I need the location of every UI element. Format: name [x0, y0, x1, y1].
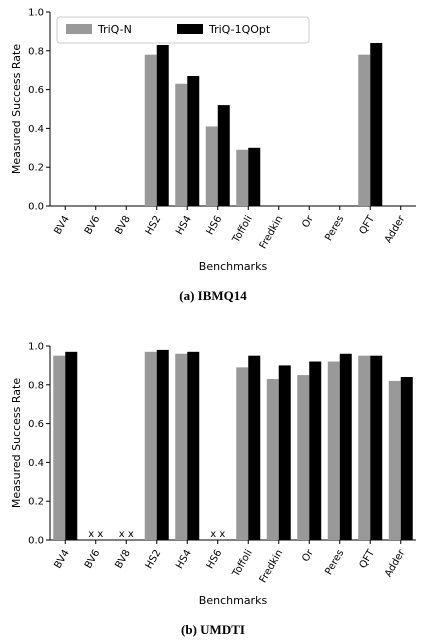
bar-triq-1qopt	[156, 44, 169, 207]
bar-triq-n	[358, 355, 371, 540]
x-tick-label: Adder	[383, 213, 408, 245]
y-tick-label: 1.0	[28, 342, 44, 353]
caption-a: (a) IBMQ14	[179, 288, 247, 303]
bar-triq-1qopt	[309, 361, 322, 540]
y-tick-label: 0.0	[28, 536, 44, 547]
unavailable-marker: x x	[210, 529, 225, 540]
chart-b: 0.0 0.2 0.4 0.6 0.8 1.0 Measured Success Rate B…	[10, 342, 416, 607]
bar-triq-n	[297, 375, 310, 540]
caption-b: (b) UMDTI	[181, 622, 245, 637]
y-axis-label: Measured Success Rate	[10, 44, 23, 174]
bar-triq-1qopt	[278, 365, 291, 540]
bar-triq-1qopt	[65, 351, 78, 540]
bar-triq-n	[53, 355, 66, 540]
bar-triq-n	[144, 54, 157, 207]
unavailable-marker: x x	[88, 529, 103, 540]
bar-triq-n	[358, 54, 371, 207]
x-tick-label: Toffoli	[230, 214, 255, 246]
x-axis-label: Benchmarks	[199, 260, 268, 273]
x-tick-label: Fredkin	[258, 548, 286, 585]
x-tick-label: Peres	[323, 548, 346, 577]
y-tick-label: 0.2	[28, 497, 44, 508]
bar-triq-n	[175, 83, 188, 206]
bar-triq-1qopt	[248, 147, 261, 206]
x-tick-label: Or	[300, 213, 316, 230]
bar-triq-1qopt	[400, 377, 413, 540]
bar-triq-n	[266, 378, 279, 540]
x-tick-label: QFT	[358, 547, 378, 570]
y-tick-label: 0.6	[28, 85, 44, 96]
bar-triq-n	[236, 149, 249, 206]
x-tick-label: BV4	[52, 214, 71, 237]
legend: TriQ-N TriQ-1QOpt	[56, 16, 310, 44]
bar-triq-n	[327, 361, 340, 540]
x-tick-label: HS2	[144, 214, 164, 237]
x-tick-label: HS4	[174, 214, 194, 237]
bar-triq-n	[144, 351, 157, 540]
bar-triq-1qopt	[370, 43, 383, 206]
bar-triq-1qopt	[217, 105, 230, 206]
bar-triq-n	[175, 353, 188, 540]
x-tick-label: QFT	[358, 213, 378, 236]
x-tick-label: BV8	[113, 548, 132, 571]
y-tick-label: 0.2	[28, 163, 44, 174]
y-tick-label: 0.4	[28, 124, 44, 135]
bar-triq-1qopt	[187, 351, 200, 540]
x-tick-label: HS4	[174, 548, 194, 571]
bar-triq-n	[205, 126, 218, 206]
x-tick-label: BV6	[83, 214, 102, 237]
x-tick-label: HS2	[144, 548, 164, 571]
chart-a: 0.0 0.2 0.4 0.6 0.8 1.0 Measured Success Rate B…	[10, 8, 416, 273]
x-tick-label: HS6	[205, 548, 225, 571]
x-tick-label: Peres	[323, 214, 346, 243]
legend-swatch	[66, 24, 92, 34]
y-tick-label: 0.8	[28, 380, 44, 391]
y-axis-label: Measured Success Rate	[10, 378, 23, 508]
bar-triq-n	[388, 380, 401, 540]
legend-label: TriQ-1QOpt	[208, 23, 271, 36]
x-tick-label: BV8	[113, 214, 132, 237]
x-tick-label: Fredkin	[258, 214, 286, 251]
x-tick-label: Toffoli	[230, 548, 255, 580]
unavailable-marker: x x	[119, 529, 134, 540]
bar-triq-n	[236, 367, 249, 540]
bar-triq-1qopt	[370, 355, 383, 540]
x-tick-label: Adder	[383, 547, 408, 579]
bar-triq-1qopt	[187, 76, 200, 207]
x-tick-label: Or	[300, 547, 316, 564]
bar-triq-1qopt	[339, 353, 352, 540]
x-tick-label: HS6	[205, 214, 225, 237]
x-tick-label: BV6	[83, 548, 102, 571]
y-tick-label: 0.6	[28, 419, 44, 430]
y-tick-label: 1.0	[28, 8, 44, 19]
y-tick-label: 0.4	[28, 458, 44, 469]
y-tick-label: 0.8	[28, 46, 44, 57]
legend-label: TriQ-N	[97, 23, 132, 36]
x-axis-label: Benchmarks	[199, 594, 268, 607]
y-tick-label: 0.0	[28, 202, 44, 213]
legend-swatch	[177, 24, 203, 34]
x-tick-label: BV4	[52, 548, 71, 571]
bar-triq-1qopt	[156, 349, 169, 540]
bar-triq-1qopt	[248, 355, 261, 540]
